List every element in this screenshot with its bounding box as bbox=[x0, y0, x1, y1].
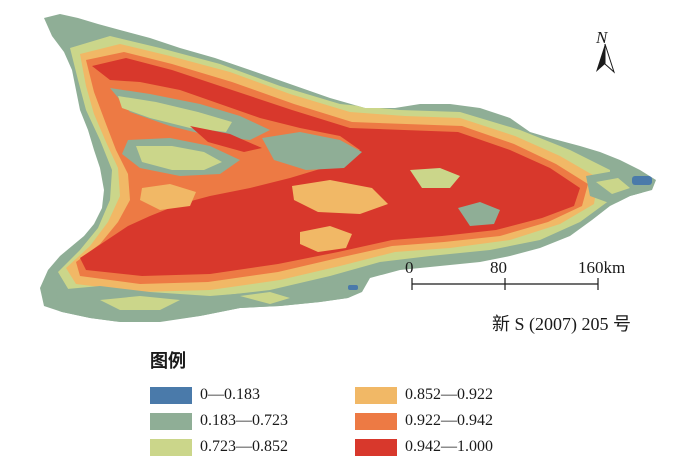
legend-swatch bbox=[355, 386, 397, 404]
legend-item: 0.723—0.852 bbox=[150, 437, 288, 457]
zone-class-1 bbox=[632, 176, 652, 185]
legend: 0—0.183 0.183—0.723 0.723—0.852 0.852—0.… bbox=[150, 385, 570, 469]
scale-tick-160: 160km bbox=[578, 258, 626, 277]
zone-island bbox=[140, 184, 196, 210]
legend-title: 图例 bbox=[150, 351, 186, 372]
legend-item: 0.852—0.922 bbox=[355, 385, 493, 405]
zone-island bbox=[410, 168, 460, 188]
legend-label: 0.183—0.723 bbox=[200, 412, 288, 429]
legend-label: 0.942—1.000 bbox=[405, 438, 493, 455]
zone-island bbox=[190, 126, 262, 152]
legend-swatch bbox=[150, 412, 192, 430]
legend-item: 0—0.183 bbox=[150, 385, 260, 405]
legend-swatch bbox=[355, 412, 397, 430]
map-approval-number: 新 S (2007) 205 号 bbox=[492, 314, 631, 334]
north-arrow-icon bbox=[596, 43, 616, 74]
legend-swatch bbox=[150, 386, 192, 404]
zone-island bbox=[136, 146, 222, 170]
north-label: N bbox=[596, 28, 608, 47]
legend-label: 0.852—0.922 bbox=[405, 386, 493, 403]
legend-label: 0.922—0.942 bbox=[405, 412, 493, 429]
legend-item: 0.183—0.723 bbox=[150, 411, 288, 431]
zone-island bbox=[292, 180, 388, 214]
zone-south-band bbox=[100, 296, 180, 310]
scale-tick-80: 80 bbox=[490, 258, 507, 277]
zone-south-band bbox=[56, 282, 360, 322]
zone-class-1 bbox=[348, 285, 358, 290]
legend-item: 0.942—1.000 bbox=[355, 437, 493, 457]
legend-label: 0.723—0.852 bbox=[200, 438, 288, 455]
zone-island bbox=[300, 226, 352, 252]
zone-island bbox=[458, 202, 500, 226]
legend-swatch bbox=[355, 438, 397, 456]
zone-island bbox=[262, 132, 362, 170]
zone-east-tip bbox=[596, 178, 630, 194]
legend-label: 0—0.183 bbox=[200, 386, 260, 403]
zone-island bbox=[118, 96, 232, 132]
scale-bar bbox=[411, 278, 599, 290]
legend-item: 0.922—0.942 bbox=[355, 411, 493, 431]
zone-south-band bbox=[240, 292, 290, 304]
legend-swatch bbox=[150, 438, 192, 456]
scale-tick-0: 0 bbox=[405, 258, 414, 277]
